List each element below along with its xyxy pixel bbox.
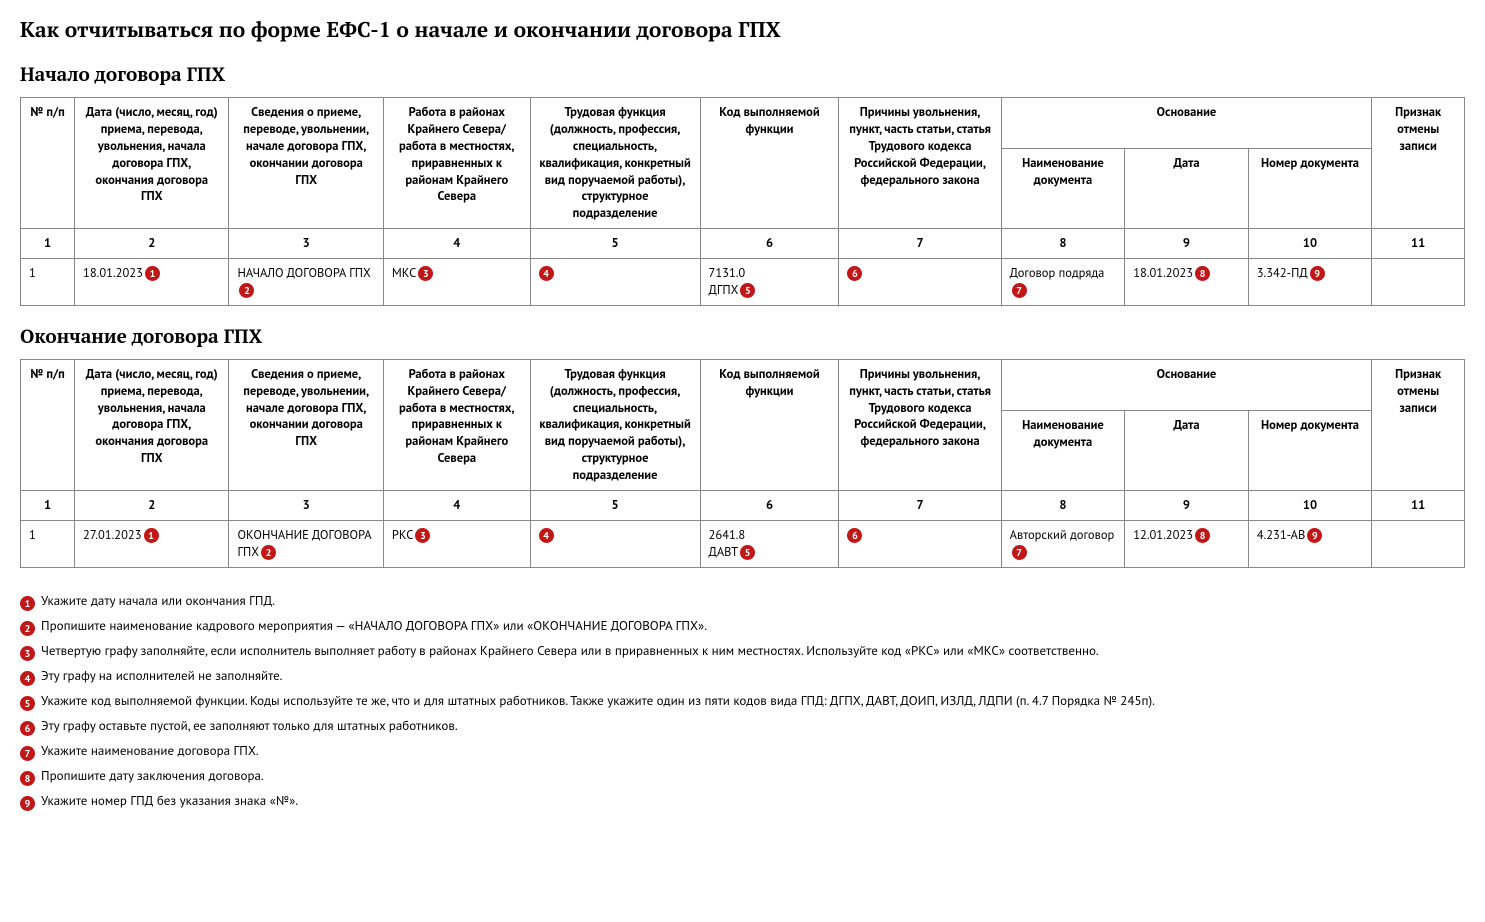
cell-event: НАЧАЛО ДОГОВОРА ГПХ2 [229, 259, 383, 306]
col-header: Трудовая функция (должность, профес­сия,… [530, 98, 700, 229]
col-header: Дата [1125, 149, 1249, 229]
note-badge-3: 3 [415, 528, 430, 543]
col-header: Работа в районах Крайнего Севера/ работа… [383, 359, 530, 490]
note-badge-9: 9 [20, 796, 35, 811]
note-badge-4: 4 [20, 671, 35, 686]
note-badge-9: 9 [1307, 528, 1322, 543]
note-badge-6: 6 [847, 266, 862, 281]
cell-reason: 6 [839, 259, 1001, 306]
section-heading-end: Окончание договора ГПХ [20, 324, 1465, 349]
note-badge-5: 5 [20, 696, 35, 711]
col-header-group: Основание [1001, 98, 1372, 149]
cell-event: ОКОНЧАНИЕ ДОГОВОРА ГПХ2 [229, 520, 383, 567]
note-badge-5: 5 [740, 545, 755, 560]
cell-docnum: 4.231-АВ9 [1248, 520, 1372, 567]
note-badge-3: 3 [20, 646, 35, 661]
col-header: Номер документа [1248, 410, 1372, 490]
column-number-row: 1 2 3 4 5 6 7 8 9 10 11 [21, 490, 1465, 520]
cell-region: РКС3 [383, 520, 530, 567]
note-badge-8: 8 [20, 771, 35, 786]
note-badge-9: 9 [1310, 266, 1325, 281]
cell-cancel [1372, 520, 1465, 567]
col-header: Код выполняемой функции [700, 98, 839, 229]
legend-item: 3Четвертую графу заполняйте, если исполн… [20, 642, 1465, 661]
col-header: Признак отмены записи [1372, 359, 1465, 490]
col-header: Признак отмены записи [1372, 98, 1465, 229]
legend-item: 8Пропишите дату заключения договора. [20, 767, 1465, 786]
legend: 1Укажите дату начала или окончания ГПД. … [20, 592, 1465, 811]
table-end: № п/п Дата (число, месяц, год) приема, п… [20, 359, 1465, 568]
table-start: № п/п Дата (число, месяц, год) приема, п… [20, 97, 1465, 306]
col-header: № п/п [21, 98, 75, 229]
cell-job: 4 [530, 259, 700, 306]
cell-n: 1 [21, 520, 75, 567]
note-badge-2: 2 [261, 545, 276, 560]
note-badge-3: 3 [418, 266, 433, 281]
note-badge-1: 1 [144, 528, 159, 543]
note-badge-6: 6 [20, 721, 35, 736]
cell-docnum: 3.342-ПД9 [1248, 259, 1372, 306]
note-badge-7: 7 [1012, 545, 1027, 560]
cell-date: 27.01.20231 [75, 520, 229, 567]
legend-item: 4Эту графу на исполнителей не заполняйте… [20, 667, 1465, 686]
col-header: Работа в районах Крайнего Севера/ работа… [383, 98, 530, 229]
note-badge-4: 4 [539, 528, 554, 543]
col-header: Сведения о приеме, переводе, увольне­нии… [229, 359, 383, 490]
cell-job: 4 [530, 520, 700, 567]
note-badge-8: 8 [1195, 528, 1210, 543]
legend-item: 6Эту графу оставьте пустой, ее заполняют… [20, 717, 1465, 736]
col-header: Трудовая функция (должность, профес­сия,… [530, 359, 700, 490]
legend-item: 2Пропишите наименование кадрового меропр… [20, 617, 1465, 636]
table-row: 1 27.01.20231 ОКОНЧАНИЕ ДОГОВОРА ГПХ2 РК… [21, 520, 1465, 567]
cell-funccode: 2641.8 ДАВТ5 [700, 520, 839, 567]
cell-cancel [1372, 259, 1465, 306]
cell-funccode: 7131.0 ДГПХ5 [700, 259, 839, 306]
col-header: Номер доку­мента [1248, 149, 1372, 229]
legend-item: 9Укажите номер ГПД без указания знака «№… [20, 792, 1465, 811]
col-header-group: Основание [1001, 359, 1372, 410]
column-number-row: 1 2 3 4 5 6 7 8 9 10 11 [21, 229, 1465, 259]
note-badge-8: 8 [1195, 266, 1210, 281]
cell-docdate: 12.01.20238 [1125, 520, 1249, 567]
col-header: Код выполняемой функции [700, 359, 839, 490]
col-header: Причины увольне­ния, пункт, часть ста­ть… [839, 359, 1001, 490]
note-badge-5: 5 [740, 283, 755, 298]
note-badge-2: 2 [239, 283, 254, 298]
legend-item: 1Укажите дату начала или окончания ГПД. [20, 592, 1465, 611]
col-header: Наименование документа [1001, 149, 1125, 229]
table-row: 1 18.01.20231 НАЧАЛО ДОГОВОРА ГПХ2 МКС3 … [21, 259, 1465, 306]
col-header: Дата (число, месяц, год) приема, пере­во… [75, 359, 229, 490]
col-header: № п/п [21, 359, 75, 490]
col-header: Наименование документа [1001, 410, 1125, 490]
note-badge-1: 1 [20, 596, 35, 611]
col-header: Причины увольне­ния, пункт, часть ста­ть… [839, 98, 1001, 229]
note-badge-4: 4 [539, 266, 554, 281]
legend-item: 5Укажите код выполняемой функции. Коды и… [20, 692, 1465, 711]
cell-n: 1 [21, 259, 75, 306]
note-badge-7: 7 [20, 746, 35, 761]
note-badge-7: 7 [1012, 283, 1027, 298]
cell-docname: Договор подряда7 [1001, 259, 1125, 306]
col-header: Сведения о приеме, переводе, увольне­нии… [229, 98, 383, 229]
cell-region: МКС3 [383, 259, 530, 306]
note-badge-6: 6 [847, 528, 862, 543]
page-title: Как отчитываться по форме ЕФС-1 о начале… [20, 16, 1465, 44]
col-header: Дата (число, месяц, год) приема, перево­… [75, 98, 229, 229]
legend-item: 7Укажите наименование договора ГПХ. [20, 742, 1465, 761]
cell-docname: Авторский договор7 [1001, 520, 1125, 567]
cell-reason: 6 [839, 520, 1001, 567]
note-badge-1: 1 [145, 266, 160, 281]
cell-docdate: 18.01.20238 [1125, 259, 1249, 306]
cell-date: 18.01.20231 [75, 259, 229, 306]
col-header: Дата [1125, 410, 1249, 490]
section-heading-start: Начало договора ГПХ [20, 62, 1465, 87]
note-badge-2: 2 [20, 621, 35, 636]
